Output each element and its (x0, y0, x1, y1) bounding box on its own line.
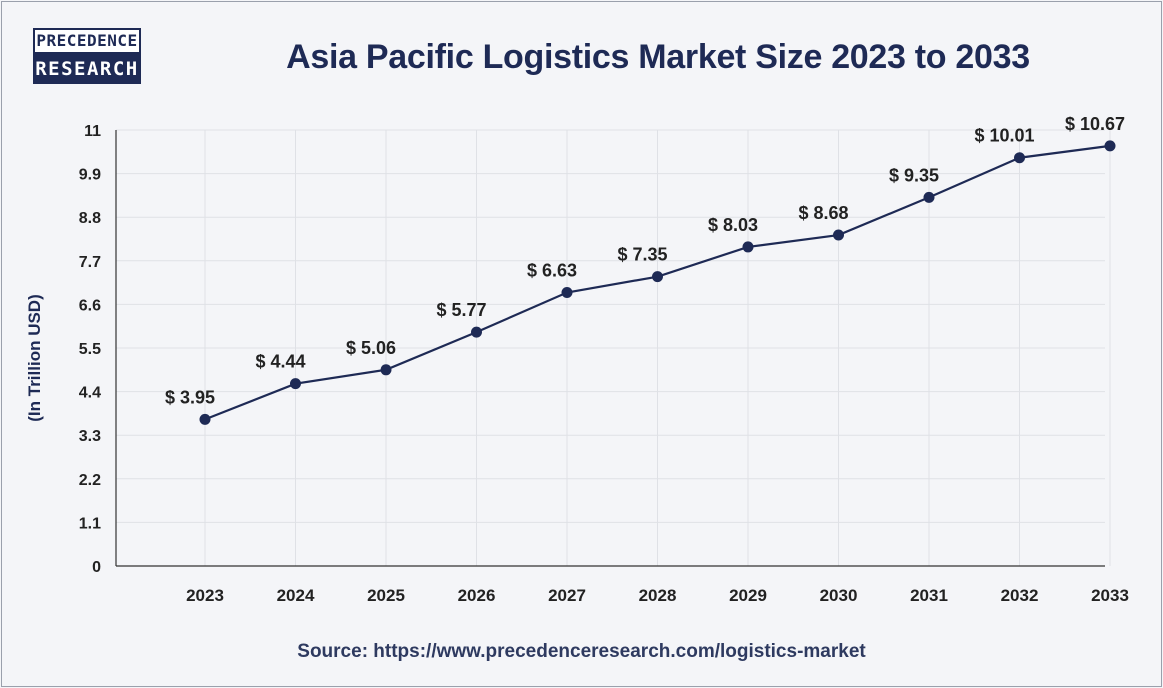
data-label: $ 10.01 (974, 126, 1034, 146)
y-tick-label: 8.8 (79, 210, 101, 227)
data-label: $ 5.77 (436, 300, 486, 320)
x-tick-label: 2032 (1001, 586, 1039, 605)
x-tick-label: 2027 (548, 586, 586, 605)
x-tick-label: 2028 (639, 586, 677, 605)
data-point (290, 378, 301, 390)
y-tick-label: 4.4 (79, 385, 101, 402)
data-point (199, 413, 211, 425)
x-tick-label: 2030 (820, 586, 858, 605)
y-tick-label: 9.9 (79, 167, 101, 184)
x-tick-label: 2033 (1091, 586, 1129, 605)
data-label: $ 8.03 (708, 215, 758, 235)
x-tick-label: 2031 (910, 586, 948, 605)
y-tick-label: 7.7 (79, 254, 101, 271)
x-tick-label: 2025 (367, 586, 405, 605)
y-tick-label: 11 (84, 123, 101, 140)
y-tick-label: 6.6 (79, 297, 101, 314)
logo-line-1: PRECEDENCE (33, 28, 141, 54)
data-point (923, 191, 935, 203)
data-label: $ 9.35 (889, 165, 939, 185)
source-note: Source: https://www.precedenceresearch.c… (297, 641, 866, 662)
brand-logo: PRECEDENCE RESEARCH (33, 28, 141, 84)
data-point (380, 364, 392, 376)
data-point (561, 287, 573, 299)
data-label: $ 6.63 (527, 261, 577, 281)
x-tick-label: 2023 (186, 586, 224, 605)
data-label: $ 4.44 (255, 352, 305, 372)
data-point (1014, 152, 1025, 164)
data-point (652, 271, 663, 283)
data-point (471, 326, 482, 338)
x-tick-label: 2024 (277, 586, 315, 605)
y-tick-label: 2.2 (79, 472, 101, 489)
y-tick-label: 0 (92, 559, 101, 576)
data-label: $ 5.06 (346, 338, 396, 358)
data-label: $ 8.68 (798, 203, 848, 223)
logo-line-2: RESEARCH (33, 54, 141, 84)
data-label: $ 3.95 (165, 387, 215, 407)
y-tick-label: 5.5 (79, 341, 101, 358)
data-point (833, 229, 844, 241)
data-point (1104, 140, 1116, 152)
y-axis-title: (In Trillion USD) (25, 294, 44, 422)
data-label: $ 7.35 (617, 245, 667, 265)
chart-title: Asia Pacific Logistics Market Size 2023 … (286, 38, 1030, 76)
y-tick-label: 1.1 (79, 515, 101, 532)
y-tick-label: 3.3 (79, 428, 101, 445)
data-point (742, 241, 754, 253)
x-tick-label: 2026 (458, 586, 496, 605)
x-tick-label: 2029 (729, 586, 767, 605)
data-label: $ 10.67 (1065, 114, 1125, 134)
